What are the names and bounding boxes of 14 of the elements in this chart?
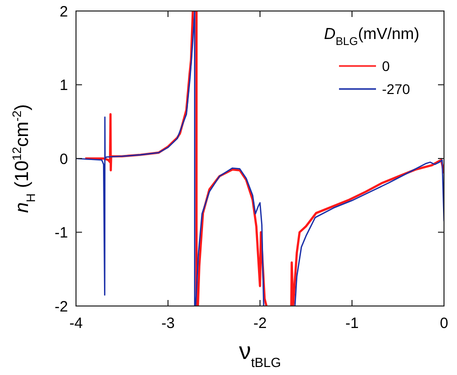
x-tick-label: -3: [161, 315, 175, 332]
legend-title: D$_{BLG}$(mV/nm): [324, 26, 420, 48]
y-tick-label: 2: [60, 3, 68, 20]
y-tick-label: -2: [54, 298, 68, 316]
x-tick-label: -2: [253, 315, 267, 332]
x-tick-label: 0: [440, 315, 448, 332]
y-tick-label: 0: [60, 150, 68, 168]
legend-label: -270: [382, 80, 410, 97]
x-tick-label: -4: [69, 315, 83, 332]
y-tick-label: 1: [60, 77, 68, 94]
x-axis-title: ν$_{tBLG}$: [238, 338, 282, 370]
legend-label: 0: [382, 58, 390, 74]
y-tick-label: -1: [54, 224, 68, 242]
x-tick-label: -1: [345, 315, 359, 332]
